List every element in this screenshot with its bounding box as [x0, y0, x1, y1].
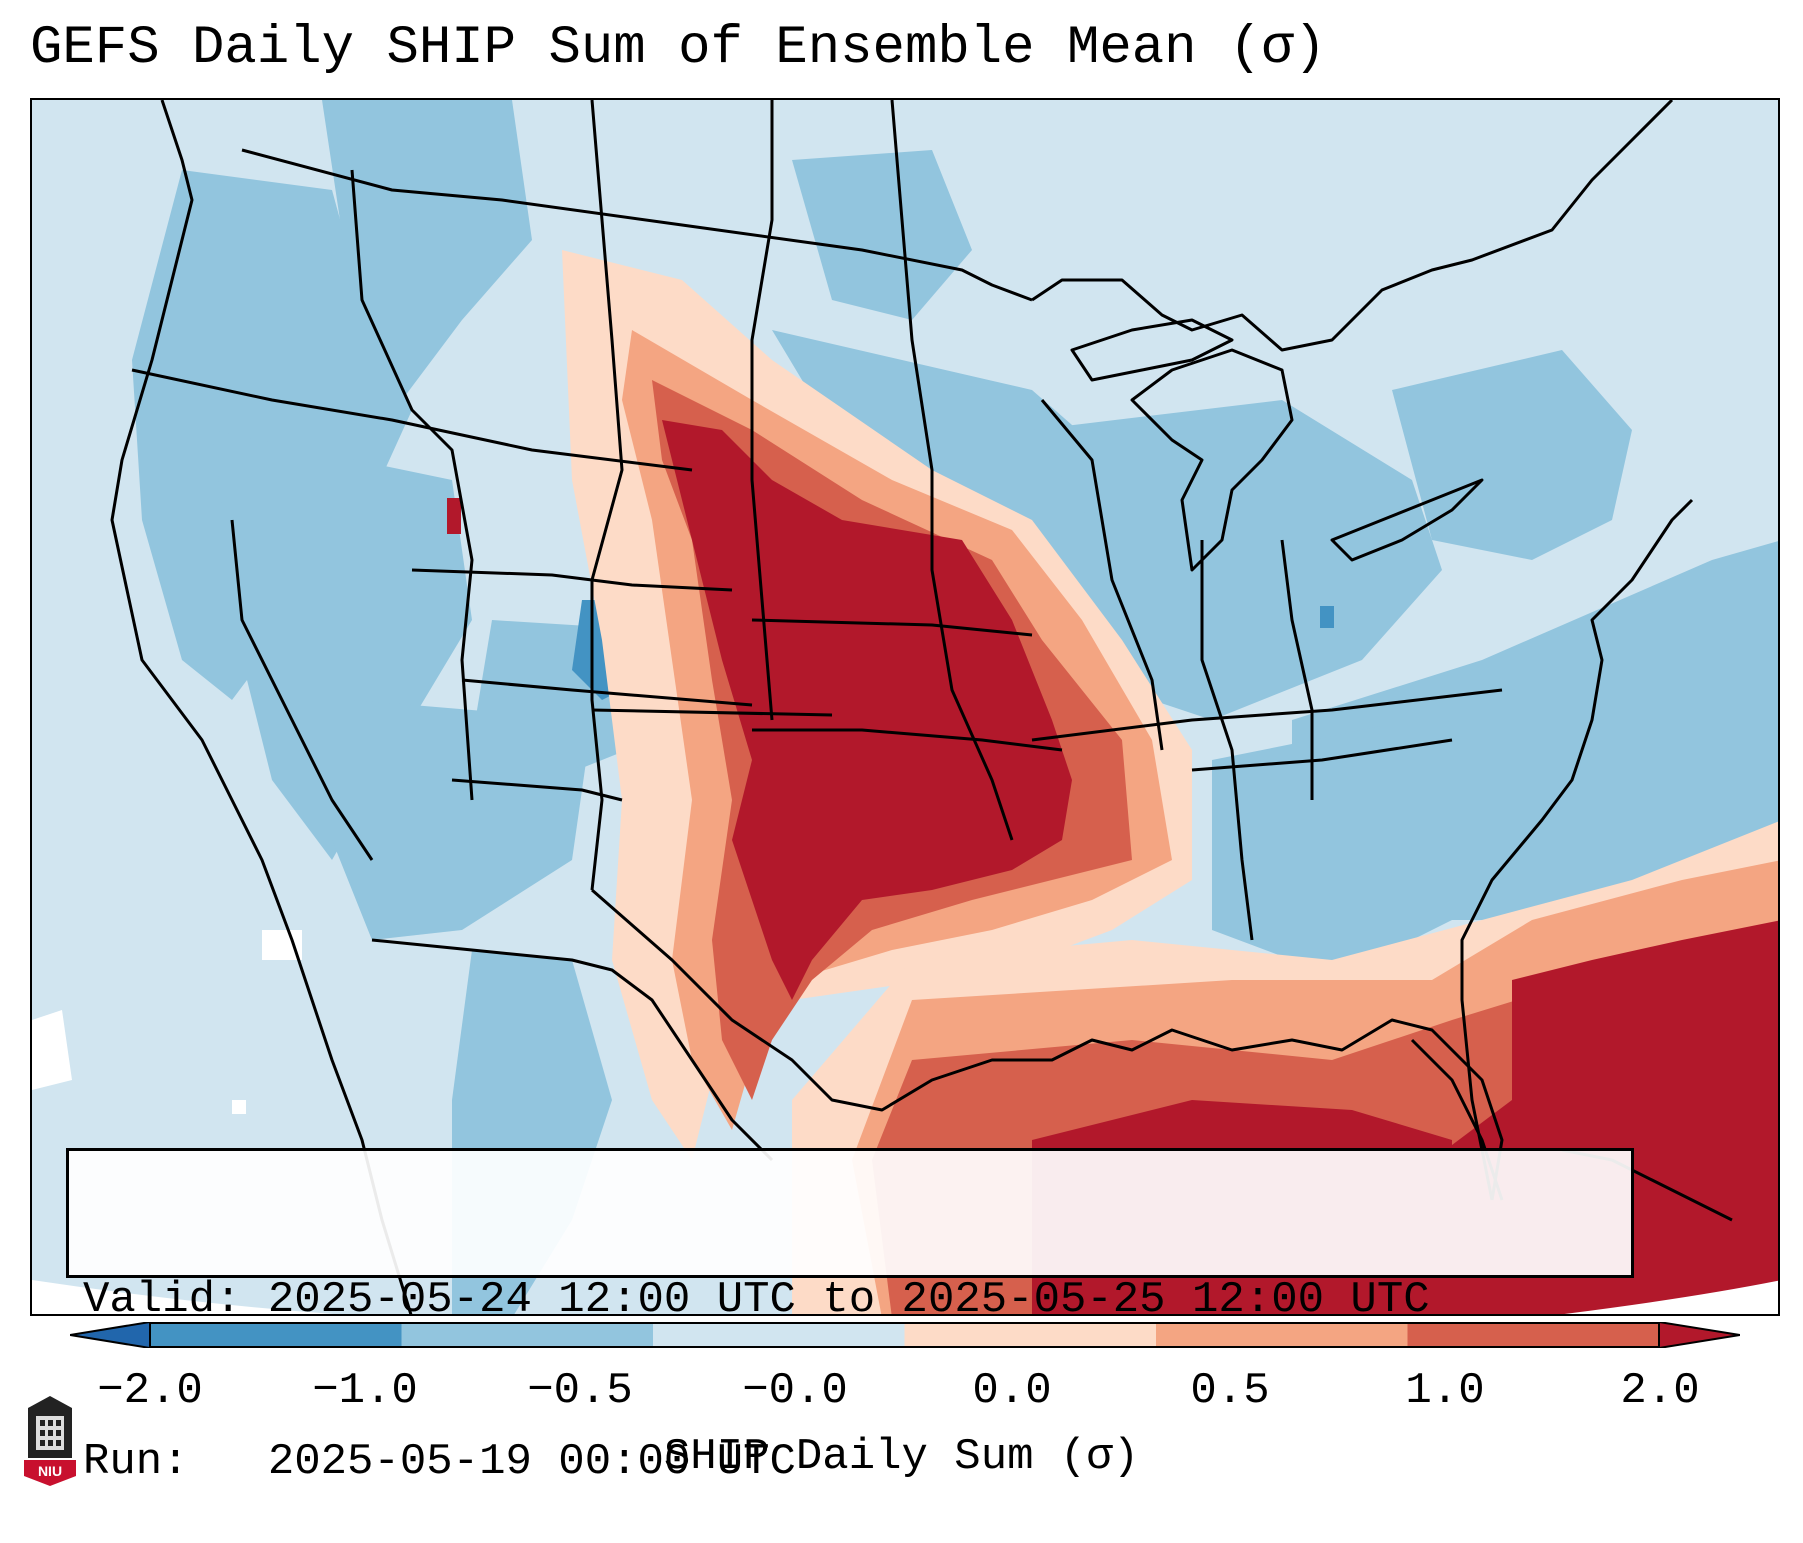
colorbar-tick-label: 0.0 [972, 1366, 1052, 1416]
lake-erie-ontario [1330, 478, 1484, 562]
north-pacific-states [131, 368, 693, 472]
colorbar-tick-label: 1.0 [1405, 1366, 1485, 1416]
northeast-region [1392, 350, 1632, 560]
colorbar-tick-label: 0.5 [1190, 1366, 1270, 1416]
run-line: Run: 2025-05-19 00:00 UTC [83, 1435, 1617, 1489]
vertical-east-2 [1280, 539, 1314, 800]
colorbar-outline [149, 1322, 1660, 1348]
colorbar-bin-4 [904, 1322, 1156, 1348]
mexico-border [371, 938, 774, 1162]
utah-dark-red-pixel [447, 498, 461, 534]
vertical-rockies [350, 169, 474, 801]
great-lakes-outline [1130, 348, 1294, 572]
canada-east-border [1031, 100, 1674, 352]
ks-ok-border [751, 618, 1033, 637]
ok-panhandle [591, 708, 833, 717]
coastline-west [110, 100, 413, 1314]
valid-line: Valid: 2025-05-24 12:00 UTC to 2025-05-2… [83, 1273, 1617, 1327]
southeast-region [1212, 720, 1452, 960]
vertical-plains-2 [750, 100, 774, 721]
ohio-blue-pocket [1320, 606, 1334, 628]
central-plains-core [662, 420, 1072, 1000]
colorbar-tick-label: −0.5 [527, 1366, 633, 1416]
white-patches [32, 930, 302, 1114]
valid-label: Valid: [83, 1275, 242, 1325]
map-panel [30, 98, 1780, 1316]
state-borders [110, 100, 1733, 1314]
nc-va-border [1191, 738, 1453, 772]
gulf-coast [591, 888, 1504, 1201]
run-label: Run: [83, 1437, 189, 1487]
colorbar-tick-label: 2.0 [1620, 1366, 1700, 1416]
nm-tx-border [451, 778, 623, 802]
colorbar-bin-1 [150, 1322, 402, 1348]
colorbar-tick-label: −0.0 [742, 1366, 848, 1416]
colorbar-label: SHIP Daily Sum (σ) [663, 1432, 1140, 1482]
colorbar-tick-label: −1.0 [312, 1366, 418, 1416]
colorbar-extend-low [70, 1322, 151, 1348]
light-blue-regions [132, 100, 1778, 1314]
ship-map [32, 100, 1778, 1314]
colorbar-bin-6 [1407, 1322, 1659, 1348]
valid-text: 2025-05-24 12:00 UTC to 2025-05-25 12:00… [267, 1275, 1430, 1325]
colorbar-bin-2 [401, 1322, 653, 1348]
tn-ky-border [1031, 688, 1503, 742]
great-basin-region [212, 430, 472, 860]
colorbar [70, 1322, 1740, 1348]
vertical-plains-1 [590, 100, 624, 891]
atlantic-coast [1460, 498, 1694, 1201]
run-text: 2025-05-19 00:00 UTC [267, 1437, 796, 1487]
colorbar-bin-3 [653, 1322, 905, 1348]
pacific-white-pixel [232, 1100, 246, 1114]
pacific-northwest-region [132, 170, 412, 700]
valid-run-box: Valid: 2025-05-24 12:00 UTC to 2025-05-2… [66, 1148, 1634, 1487]
california-border [230, 519, 374, 861]
pacific-white-patch [32, 1010, 72, 1090]
ok-tx-border [752, 728, 1063, 752]
us-canada-border [241, 148, 1033, 302]
lake-superior [1070, 318, 1234, 382]
colorbar-bin-5 [1156, 1322, 1408, 1348]
co-nm-border [461, 678, 753, 707]
canada-north-region [792, 150, 972, 320]
niu-logo: NIU [24, 1396, 76, 1486]
domain-edge-right [1564, 1280, 1778, 1314]
colorbar-tick-label: −2.0 [97, 1366, 203, 1416]
vertical-east [1200, 540, 1254, 941]
vertical-midwest [1040, 399, 1164, 751]
vertical-plains-3 [890, 100, 1014, 841]
map-title: GEFS Daily SHIP Sum of Ensemble Mean (σ) [30, 18, 1327, 79]
colorbar-extend-high [1658, 1322, 1740, 1348]
logo-text: NIU [38, 1463, 62, 1479]
domain-edge [32, 1280, 334, 1314]
